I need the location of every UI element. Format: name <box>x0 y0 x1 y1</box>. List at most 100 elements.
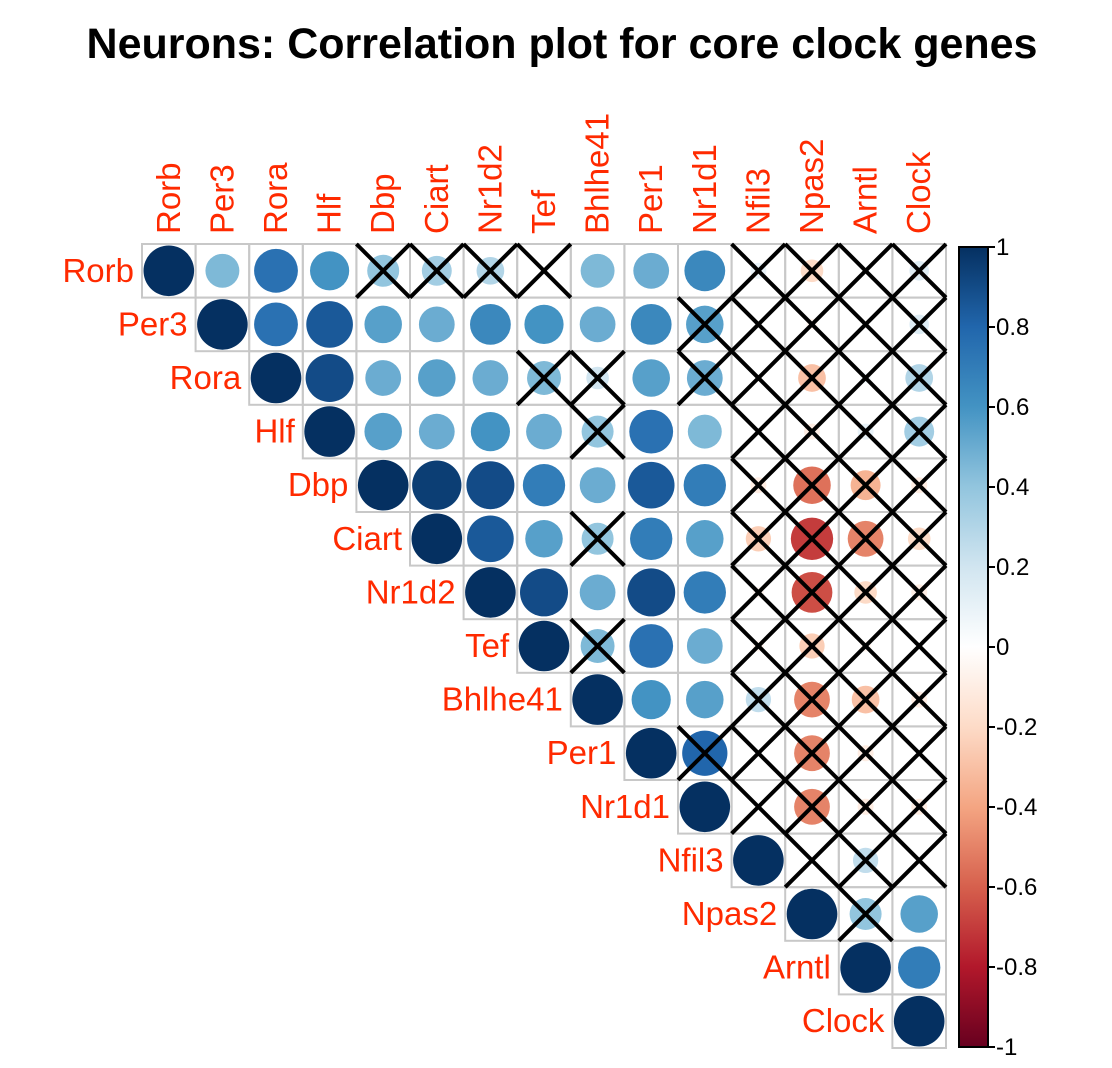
correlation-circle-Rora-Rora <box>250 352 302 404</box>
correlation-circle-Dbp-Tef <box>522 464 566 507</box>
row-label: Bhlhe41 <box>442 681 563 718</box>
insignificant-cross-Hlf-Npas2 <box>783 403 841 460</box>
column-label: Nfil3 <box>739 168 776 234</box>
insignificant-cross-Ciart-Npas2 <box>783 510 841 568</box>
insignificant-cross-Per3-Nr1d1 <box>676 296 734 353</box>
correlation-circle-Npas2-Npas2 <box>786 888 838 940</box>
correlation-circle-Rora-Nr1d2 <box>472 360 509 396</box>
insignificant-cross-Tef-Npas2 <box>783 617 841 675</box>
column-label: Nr1d1 <box>686 144 723 234</box>
correlation-circle-Tef-Per1 <box>629 624 674 668</box>
grid-cells <box>141 243 948 1050</box>
correlation-circle-Per3-Hlf <box>306 301 353 348</box>
correlation-circle-Tef-Tef <box>518 620 570 672</box>
correlation-circle-Tef-Nr1d1 <box>686 628 723 664</box>
colorbar-tick-label: 1 <box>996 234 1009 261</box>
insignificant-cross-Tef-Arntl <box>837 617 894 675</box>
correlation-circle-Dbp-Bhlhe41 <box>579 467 616 504</box>
correlation-circle-Per3-Rora <box>254 302 298 347</box>
correlation-circle-Rorb-Rora <box>254 248 298 293</box>
insignificant-cross-Rora-Tef <box>515 349 573 407</box>
colorbar-tick-label: -0.6 <box>996 874 1037 901</box>
correlation-circle-Dbp-Per1 <box>627 461 675 509</box>
correlation-circle-Bhlhe41-Nr1d1 <box>686 680 724 719</box>
insignificant-cross-Tef-Clock <box>890 617 948 675</box>
insignificant-cross-Rora-Npas2 <box>783 349 841 407</box>
insignificant-cross-Rorb-Nfil3 <box>730 242 787 300</box>
column-label: Per1 <box>632 164 669 234</box>
correlation-circle-Per3-Dbp <box>364 305 402 344</box>
column-label: Hlf <box>311 193 348 234</box>
column-label: Dbp <box>364 173 401 234</box>
column-label: Nr1d2 <box>471 144 508 234</box>
insignificant-cross-Rorb-Clock <box>890 242 948 300</box>
insignificant-cross-Bhlhe41-Npas2 <box>783 671 841 728</box>
insignificant-cross-Bhlhe41-Arntl <box>837 671 894 728</box>
column-label: Npas2 <box>793 139 830 234</box>
column-label: Bhlhe41 <box>579 113 616 234</box>
insignificant-cross-Rora-Nr1d1 <box>676 349 734 407</box>
colorbar-tick-label: -0.8 <box>996 954 1037 981</box>
insignificant-cross-Rorb-Arntl <box>837 242 894 300</box>
correlation-circle-Rora-Dbp <box>365 360 402 396</box>
colorbar-tick-label: 0.6 <box>996 394 1029 421</box>
colorbar-tick-label: -0.2 <box>996 714 1037 741</box>
row-label: Clock <box>802 1002 885 1039</box>
correlation-circle-Clock-Clock <box>893 995 945 1047</box>
correlation-circle-Rorb-Per1 <box>633 252 670 289</box>
column-label: Per3 <box>203 164 240 234</box>
correlation-circle-Per1-Per1 <box>625 727 677 779</box>
correlation-circle-Hlf-Hlf <box>304 406 355 457</box>
insignificant-cross-Nr1d1-Clock <box>890 778 948 836</box>
insignificant-cross-Per1-Clock <box>890 724 948 782</box>
correlation-circle-Ciart-Tef <box>525 520 563 558</box>
colorbar <box>958 246 989 1048</box>
correlation-circle-Per3-Per1 <box>630 304 672 345</box>
colorbar-tick-label: 0.8 <box>996 314 1029 341</box>
insignificant-cross-Dbp-Nfil3 <box>730 456 787 514</box>
insignificant-cross-Bhlhe41-Clock <box>890 671 948 728</box>
insignificant-cross-Per1-Nr1d1 <box>676 724 734 782</box>
row-label: Nfil3 <box>658 841 724 878</box>
row-label: Nr1d2 <box>366 573 456 610</box>
correlation-circle-Ciart-Nr1d2 <box>467 515 514 563</box>
column-label: Ciart <box>418 164 455 234</box>
column-label: Arntl <box>847 166 884 234</box>
row-label: Tef <box>465 627 510 664</box>
insignificant-cross-Nfil3-Npas2 <box>783 832 841 889</box>
insignificant-cross-Per1-Arntl <box>837 724 894 782</box>
correlation-circle-Dbp-Nr1d2 <box>466 461 515 510</box>
row-label: Hlf <box>254 413 295 450</box>
correlation-circle-Ciart-Ciart <box>411 513 463 565</box>
row-label: Rorb <box>62 252 134 289</box>
row-label: Per3 <box>118 305 188 342</box>
correlation-circle-Per3-Nr1d2 <box>470 304 511 345</box>
insignificant-cross-Rora-Bhlhe41 <box>569 349 626 407</box>
chart-title: Neurons: Correlation plot for core clock… <box>87 20 1038 68</box>
correlation-circle-Nr1d2-Nr1d2 <box>465 567 516 618</box>
insignificance-crosses <box>354 242 948 943</box>
insignificant-cross-Ciart-Nfil3 <box>730 510 787 568</box>
colorbar-legend: 1 0.8 0.6 0.4 0.2 0 -0.2 -0.4 -0.6 -0.8 -1 <box>958 234 1037 1061</box>
correlation-circle-Rora-Per1 <box>632 359 670 397</box>
column-label: Rorb <box>150 162 187 234</box>
correlation-circle-Hlf-Nr1d2 <box>470 412 510 452</box>
correlation-circle-Hlf-Nr1d1 <box>687 414 722 449</box>
correlation-circle-Nr1d2-Bhlhe41 <box>579 574 616 611</box>
colorbar-tick-label: -0.4 <box>996 794 1037 821</box>
insignificant-cross-Rorb-Dbp <box>354 242 412 300</box>
insignificant-cross-Hlf-Nfil3 <box>730 403 787 460</box>
insignificant-cross-Nr1d1-Arntl <box>837 778 894 836</box>
insignificant-cross-Ciart-Arntl <box>837 510 894 568</box>
insignificant-cross-Nfil3-Arntl <box>837 832 894 889</box>
insignificant-cross-Rorb-Npas2 <box>783 242 841 300</box>
correlation-circle-Nr1d2-Nr1d1 <box>683 571 726 614</box>
correlation-circle-Nr1d2-Tef <box>520 568 568 617</box>
insignificant-cross-Dbp-Npas2 <box>783 456 841 514</box>
insignificant-cross-Hlf-Bhlhe41 <box>569 403 626 460</box>
correlation-circle-Hlf-Per1 <box>629 409 674 454</box>
insignificant-cross-Rora-Arntl <box>837 349 894 407</box>
correlation-circle-Per3-Bhlhe41 <box>579 306 616 343</box>
